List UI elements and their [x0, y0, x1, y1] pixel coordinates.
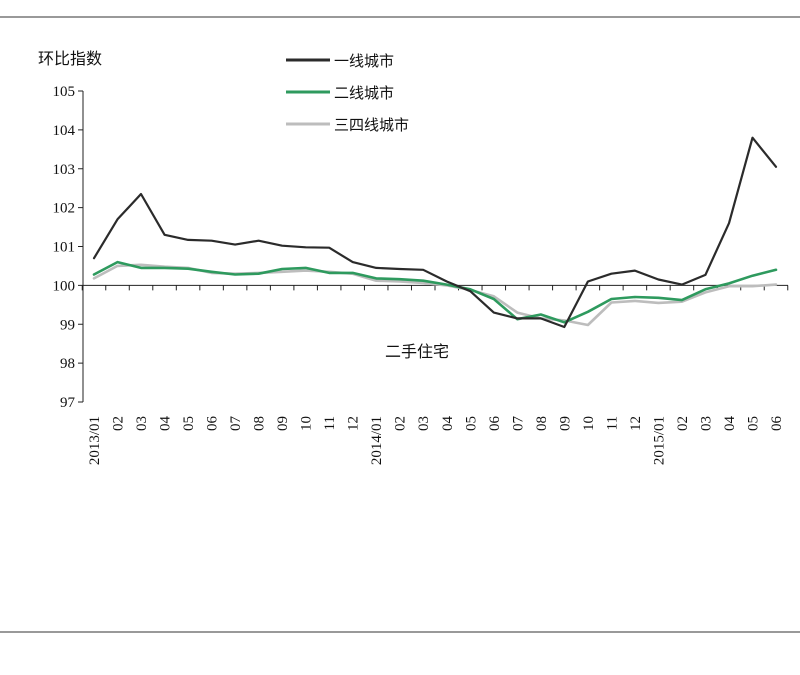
x-tick-label: 03 — [698, 416, 714, 431]
x-tick-label: 2014/01 — [369, 416, 385, 465]
x-tick-label: 10 — [299, 416, 315, 431]
x-tick-label: 2015/01 — [651, 416, 667, 465]
x-tick-label: 12 — [346, 416, 362, 431]
y-tick-label: 100 — [53, 278, 76, 294]
x-tick-label: 12 — [628, 416, 644, 431]
x-tick-label: 02 — [675, 416, 691, 431]
y-tick-label: 102 — [53, 201, 76, 217]
x-tick-label: 02 — [111, 416, 127, 431]
x-tick-label: 06 — [205, 416, 221, 432]
x-tick-label: 07 — [228, 416, 244, 432]
x-tick-label: 04 — [158, 416, 174, 432]
series-line-2 — [92, 260, 778, 324]
y-axis-label: 环比指数 — [38, 49, 102, 68]
chart-annotation: 二手住宅 — [385, 342, 449, 361]
x-tick-label: 09 — [557, 416, 573, 431]
x-tick-label: 08 — [252, 416, 268, 431]
x-tick-label: 06 — [487, 416, 503, 432]
x-tick-label: 03 — [416, 416, 432, 431]
x-tick-label: 04 — [440, 416, 456, 432]
legend-label: 三四线城市 — [334, 116, 409, 134]
x-tick-label: 05 — [181, 416, 197, 431]
x-tick-label: 05 — [463, 416, 479, 431]
x-tick-label: 11 — [604, 416, 620, 430]
x-tick-label: 06 — [769, 416, 785, 432]
y-tick-label: 104 — [53, 123, 76, 139]
series-lines — [92, 136, 778, 329]
x-tick-label: 02 — [393, 416, 409, 431]
y-tick-label: 97 — [60, 395, 76, 411]
x-tick-label: 10 — [581, 416, 597, 431]
x-tick-label: 04 — [722, 416, 738, 432]
x-tick-label: 11 — [322, 416, 338, 430]
series-line-3 — [92, 263, 778, 327]
x-tick-label: 07 — [510, 416, 526, 432]
legend-label: 二线城市 — [334, 84, 394, 102]
series-line-1 — [92, 136, 778, 329]
y-tick-label: 99 — [60, 317, 75, 333]
y-tick-label: 103 — [53, 162, 76, 178]
x-tick-label: 08 — [534, 416, 550, 431]
y-tick-label: 101 — [53, 240, 76, 256]
y-tick-label: 98 — [60, 356, 75, 372]
x-tick-label: 09 — [275, 416, 291, 431]
x-tick-label: 03 — [134, 416, 150, 431]
y-tick-label: 105 — [53, 84, 76, 100]
x-tick-label: 05 — [745, 416, 761, 431]
x-tick-label: 2013/01 — [87, 416, 103, 465]
legend-label: 一线城市 — [334, 52, 394, 70]
